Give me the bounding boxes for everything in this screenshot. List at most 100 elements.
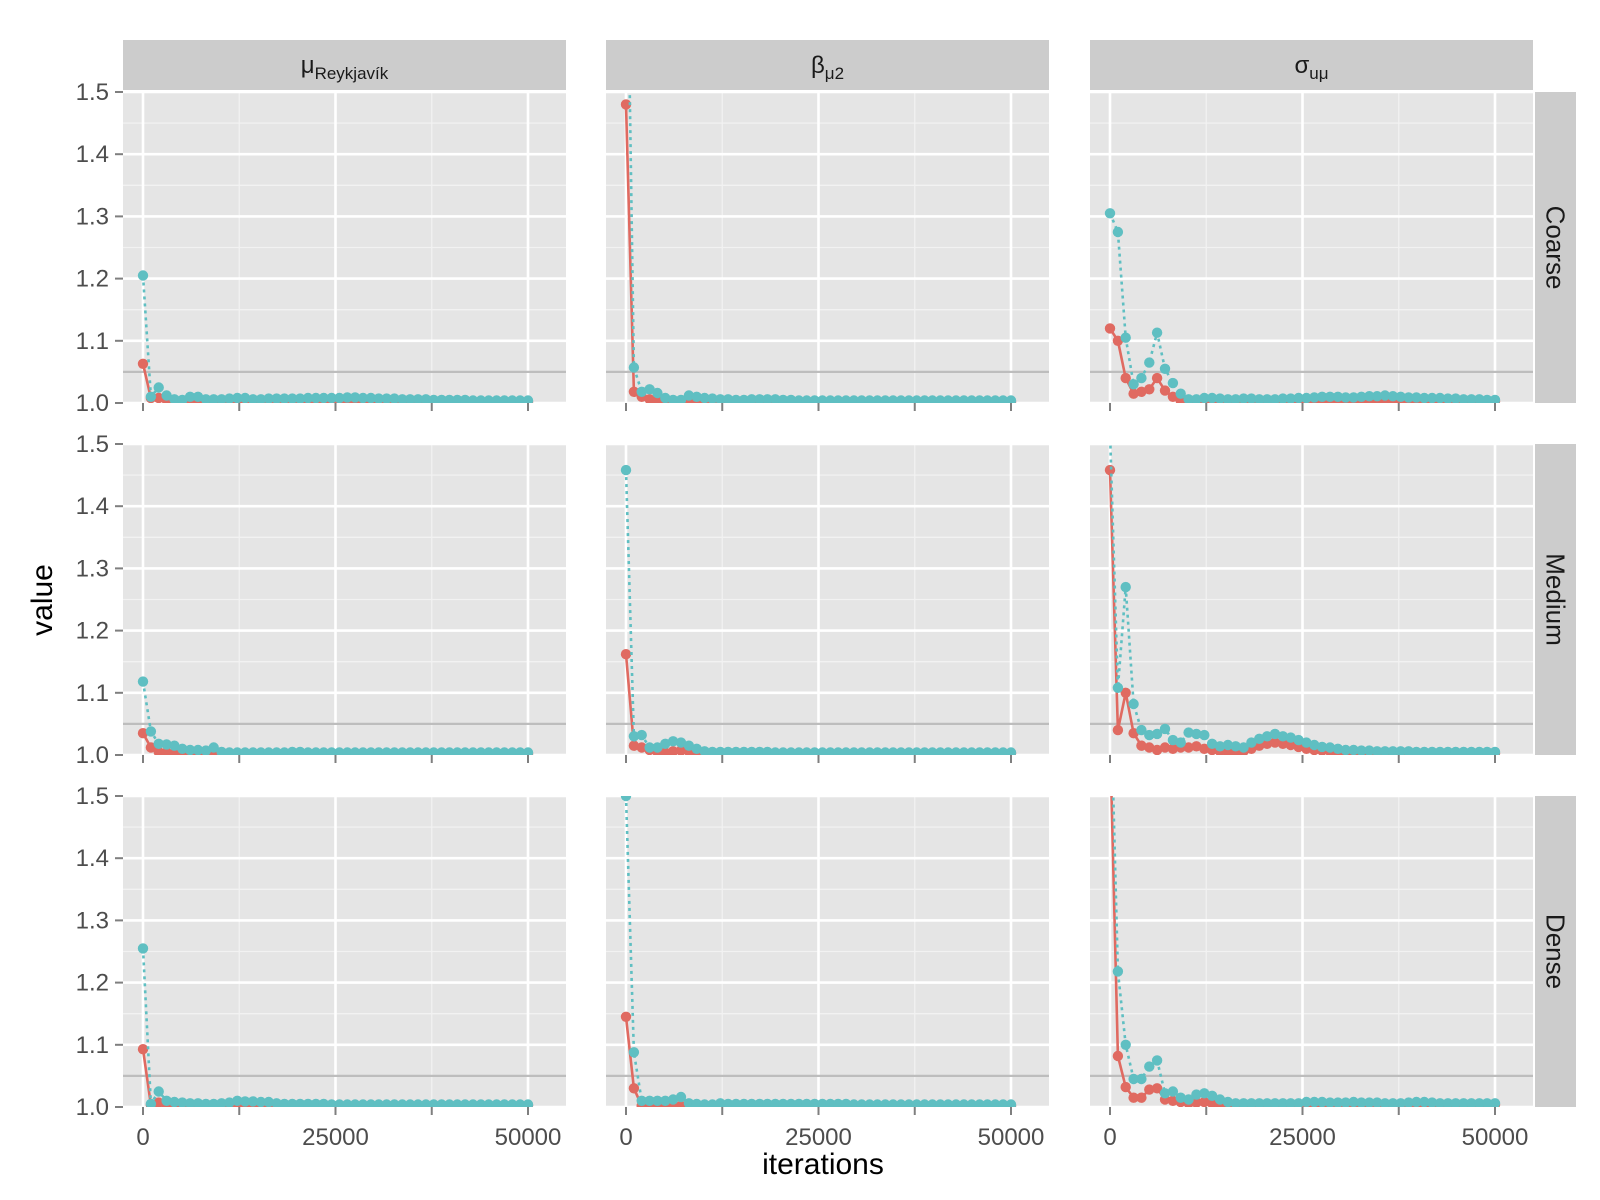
panel-series <box>137 676 534 755</box>
series-teal-point <box>239 392 251 403</box>
series-teal-point <box>1489 394 1501 403</box>
column-strip: σuμ <box>1090 40 1533 90</box>
series-red-point <box>153 746 164 755</box>
series-teal-point <box>1419 746 1430 755</box>
series-red-point <box>628 386 640 397</box>
series-teal-point <box>499 747 510 755</box>
series-teal-point <box>232 392 243 403</box>
series-teal-point <box>177 394 188 403</box>
series-teal-point <box>848 747 860 755</box>
series-teal-point <box>349 1099 361 1107</box>
series-teal-point <box>927 395 938 403</box>
series-teal-point <box>1387 1098 1399 1107</box>
series-teal-point <box>247 1096 259 1107</box>
series-teal-point <box>660 738 671 749</box>
series-teal-point <box>636 1095 647 1107</box>
series-teal-point <box>1316 741 1328 753</box>
series-teal-point <box>294 393 306 403</box>
column-strip-symbol: β <box>811 52 825 79</box>
series-teal-point <box>746 394 757 403</box>
y-tick-label: 1.5 <box>76 783 109 810</box>
series-teal-point <box>459 747 471 755</box>
series-teal-point <box>1230 1098 1241 1107</box>
series-teal-point <box>1277 731 1289 742</box>
series-teal-point <box>785 1098 797 1107</box>
series-teal-point <box>840 1098 852 1107</box>
series-teal-point <box>1167 734 1179 746</box>
series-teal-point <box>809 747 820 755</box>
series-teal-point <box>294 1098 306 1107</box>
series-teal-point <box>192 391 204 402</box>
column-strip-symbol: μ <box>301 52 315 79</box>
series-teal-point <box>911 747 922 755</box>
panel-series <box>1104 208 1501 403</box>
series-teal-point <box>1238 1098 1249 1107</box>
series-teal-point <box>730 394 742 403</box>
series-teal-point <box>389 1099 400 1107</box>
series-teal-point <box>389 393 400 403</box>
series-teal-point <box>1277 393 1289 403</box>
series-teal-point <box>997 747 1009 755</box>
series-teal-point <box>715 1098 726 1107</box>
column-strip-subscript: Reykjavík <box>315 64 389 83</box>
series-teal-point <box>420 394 432 403</box>
series-teal-point <box>1199 392 1210 403</box>
series-teal-point <box>263 393 274 403</box>
series-teal-point <box>153 738 164 749</box>
series-teal-point <box>1309 1096 1320 1107</box>
series-teal-point <box>620 796 632 802</box>
series-teal-point <box>1246 393 1257 403</box>
panel <box>606 794 1049 1109</box>
series-teal-point <box>318 392 329 403</box>
series-teal-point <box>770 1098 781 1107</box>
series-teal-point <box>754 394 765 403</box>
series-teal-point <box>1167 1086 1179 1097</box>
series-teal-point <box>911 1099 922 1107</box>
series-teal-point <box>683 740 695 751</box>
series-teal-point <box>1199 1088 1210 1099</box>
series-teal-point <box>271 1098 282 1107</box>
series-teal-point <box>412 1099 424 1107</box>
series-teal-point <box>707 393 718 403</box>
row-strip-label: Medium <box>1541 553 1571 645</box>
series-teal-point <box>263 747 274 755</box>
series-teal-point <box>1222 739 1234 751</box>
series-teal-point <box>636 386 647 397</box>
series-red-point <box>628 740 640 751</box>
series-teal-point <box>683 390 695 401</box>
series-teal-point <box>1316 1096 1328 1107</box>
series-teal-point <box>420 1099 432 1107</box>
series-teal-point <box>722 746 734 755</box>
series-teal-point <box>1285 732 1296 743</box>
series-teal-point <box>1411 392 1422 403</box>
column-strip: βμ2 <box>606 40 1049 90</box>
series-teal-point <box>1316 391 1328 402</box>
series-teal-point <box>872 747 883 755</box>
y-tick-label: 1.0 <box>76 1094 109 1121</box>
series-teal-point <box>691 391 702 402</box>
series-teal-point <box>310 1098 322 1107</box>
series-teal-point <box>1481 394 1493 403</box>
series-teal-point <box>428 747 439 755</box>
series-red-point <box>1128 388 1139 399</box>
series-teal-point <box>660 1095 671 1107</box>
series-red-point <box>137 1044 149 1055</box>
series-teal-point <box>475 1099 487 1107</box>
series-teal-point <box>966 395 977 403</box>
series-teal-point <box>872 1099 883 1107</box>
series-teal-point <box>1144 729 1155 741</box>
series-teal-point <box>1254 394 1265 403</box>
series-teal-point <box>137 270 149 281</box>
series-teal-point <box>169 394 180 403</box>
panel-series <box>1104 444 1501 755</box>
series-teal-point <box>1151 1055 1163 1066</box>
series-red-point <box>636 742 647 753</box>
y-tick-label: 1.3 <box>76 907 109 934</box>
series-teal-point <box>326 1099 337 1107</box>
series-teal-point <box>1136 724 1147 736</box>
series-teal-point <box>145 1098 157 1107</box>
series-red-point <box>1277 738 1289 749</box>
series-teal-point <box>1206 1090 1218 1102</box>
series-teal-point <box>864 747 875 755</box>
series-teal-point <box>699 1099 710 1107</box>
